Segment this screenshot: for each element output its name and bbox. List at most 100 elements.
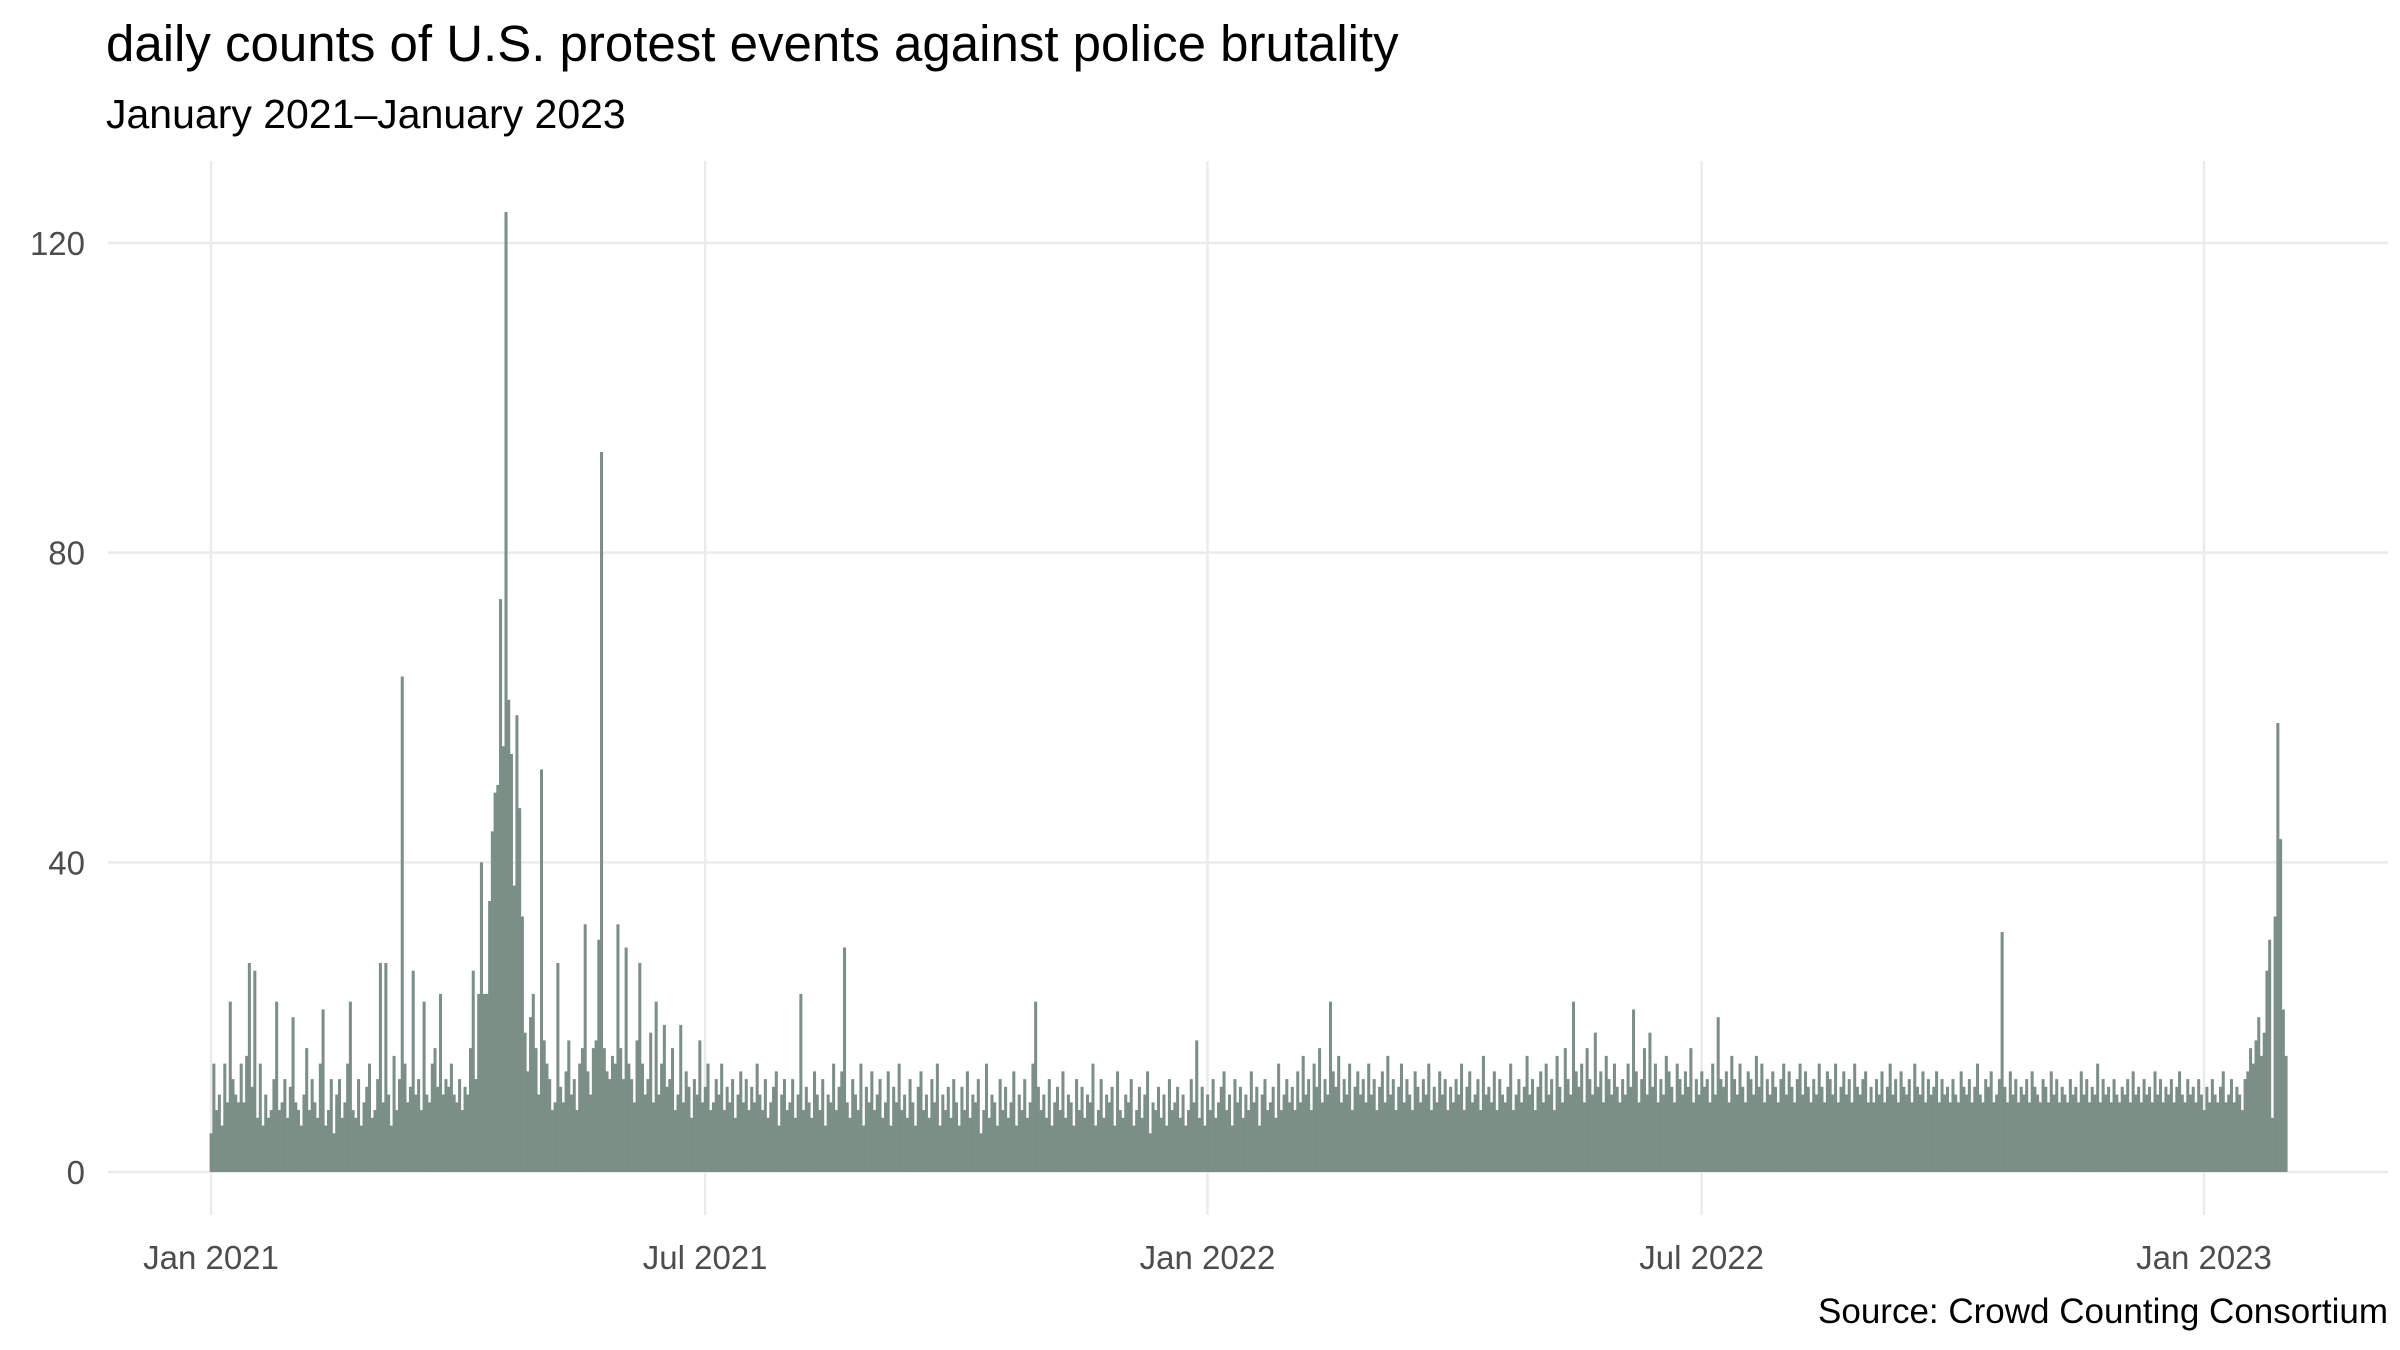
- bar-daily-count: [1926, 1079, 1930, 1172]
- bar-daily-count: [747, 1110, 751, 1172]
- bar-daily-count: [2243, 1079, 2247, 1172]
- bar-daily-count: [2148, 1086, 2152, 1172]
- bar-daily-count: [1651, 1086, 1655, 1172]
- bar-daily-count: [1350, 1110, 1354, 1172]
- bar-daily-count: [968, 1117, 972, 1172]
- bar-daily-count: [875, 1094, 879, 1172]
- bar-daily-count: [1399, 1063, 1403, 1172]
- bar-daily-count: [226, 1102, 230, 1172]
- bar-daily-count: [1118, 1110, 1122, 1172]
- bar-daily-count: [782, 1079, 786, 1172]
- bar-daily-count: [2265, 970, 2269, 1172]
- bar-daily-count: [1514, 1094, 1518, 1172]
- bar-daily-count: [1623, 1094, 1627, 1172]
- bar-daily-count: [1954, 1094, 1958, 1172]
- bar-daily-count: [266, 1117, 270, 1172]
- bar-daily-count: [818, 1110, 822, 1172]
- bar-daily-count: [1173, 1102, 1177, 1172]
- bar-daily-count: [1146, 1071, 1150, 1172]
- bar-daily-count: [236, 1102, 240, 1172]
- bar-daily-count: [954, 1102, 958, 1172]
- bar-daily-count: [2055, 1079, 2059, 1172]
- bar-daily-count: [742, 1102, 746, 1172]
- bar-daily-count: [264, 1094, 268, 1172]
- bar-daily-count: [1754, 1055, 1758, 1173]
- bar-daily-count: [591, 1048, 595, 1172]
- bar-daily-count: [1552, 1110, 1556, 1172]
- bar-daily-count: [362, 1102, 366, 1172]
- y-tick-label: 0: [67, 1154, 85, 1191]
- bar-daily-count: [1585, 1048, 1589, 1172]
- bar-daily-count: [1842, 1071, 1846, 1172]
- bar-daily-count: [777, 1125, 781, 1172]
- bar-daily-count: [780, 1094, 784, 1172]
- bar-daily-count: [1402, 1102, 1406, 1172]
- bar-daily-count: [793, 1117, 797, 1172]
- bar-daily-count: [1181, 1094, 1185, 1172]
- bar-daily-count: [630, 1079, 634, 1172]
- bar-daily-count: [550, 1110, 554, 1172]
- bar-daily-count: [930, 1079, 934, 1172]
- bar-daily-count: [1918, 1094, 1922, 1172]
- bar-daily-count: [1711, 1063, 1715, 1172]
- bar-daily-count: [1536, 1086, 1540, 1172]
- bar-daily-count: [1618, 1102, 1622, 1172]
- bar-daily-count: [272, 1079, 276, 1172]
- bar-daily-count: [1069, 1102, 1073, 1172]
- bar-daily-count: [1405, 1079, 1409, 1172]
- bar-daily-count: [1801, 1094, 1805, 1172]
- bar-daily-count: [482, 993, 486, 1172]
- bar-daily-count: [1066, 1094, 1070, 1172]
- bar-daily-count: [1642, 1048, 1646, 1172]
- bar-daily-count: [1222, 1071, 1226, 1172]
- bar-daily-count: [357, 1079, 361, 1172]
- bar-daily-count: [1372, 1079, 1376, 1172]
- bar-daily-count: [1457, 1094, 1461, 1172]
- bar-daily-count: [526, 1071, 530, 1172]
- bar-daily-count: [1768, 1094, 1772, 1172]
- bar-daily-count: [1053, 1102, 1057, 1172]
- bar-daily-count: [938, 1125, 942, 1172]
- bar-daily-count: [1506, 1086, 1510, 1172]
- bar-daily-count: [2210, 1079, 2214, 1172]
- bar-daily-count: [829, 1102, 833, 1172]
- bar-daily-count: [1449, 1086, 1453, 1172]
- bar-daily-count: [553, 1102, 557, 1172]
- bar-daily-count: [1716, 1017, 1720, 1172]
- bar-daily-count: [1072, 1125, 1076, 1172]
- bar-daily-count: [2219, 1086, 2223, 1172]
- bar-daily-count: [1956, 1102, 1960, 1172]
- bar-daily-count: [1397, 1086, 1401, 1172]
- bar-daily-count: [651, 1102, 655, 1172]
- bar-daily-count: [1763, 1102, 1767, 1172]
- bar-daily-count: [1853, 1063, 1857, 1172]
- bar-daily-count: [2118, 1102, 2122, 1172]
- bar-daily-count: [802, 1110, 806, 1172]
- bar-daily-count: [733, 1117, 737, 1172]
- bar-daily-count: [2060, 1086, 2064, 1172]
- bar-daily-count: [1610, 1094, 1614, 1172]
- bar-daily-count: [1875, 1079, 1879, 1172]
- bar-daily-count: [1547, 1094, 1551, 1172]
- bar-daily-count: [1197, 1117, 1201, 1172]
- bar-daily-count: [392, 1055, 396, 1173]
- bar-daily-count: [739, 1071, 743, 1172]
- bar-daily-count: [982, 1110, 986, 1172]
- bar-daily-count: [933, 1102, 937, 1172]
- bar-daily-count: [1454, 1079, 1458, 1172]
- bar-daily-count: [1730, 1055, 1734, 1173]
- bar-daily-count: [384, 962, 388, 1172]
- bar-daily-count: [1064, 1117, 1068, 1172]
- bar-daily-count: [1241, 1117, 1245, 1172]
- bar-daily-count: [1244, 1094, 1248, 1172]
- bar-daily-count: [1817, 1063, 1821, 1172]
- bar-daily-count: [908, 1079, 912, 1172]
- bar-daily-count: [1249, 1071, 1253, 1172]
- bar-daily-count: [1664, 1055, 1668, 1173]
- bar-daily-count: [1148, 1133, 1152, 1172]
- bar-daily-count: [894, 1102, 898, 1172]
- bar-daily-count: [1500, 1094, 1505, 1172]
- bar-daily-count: [1012, 1071, 1016, 1172]
- bar-daily-count: [2235, 1086, 2239, 1172]
- bar-daily-count: [744, 1079, 748, 1172]
